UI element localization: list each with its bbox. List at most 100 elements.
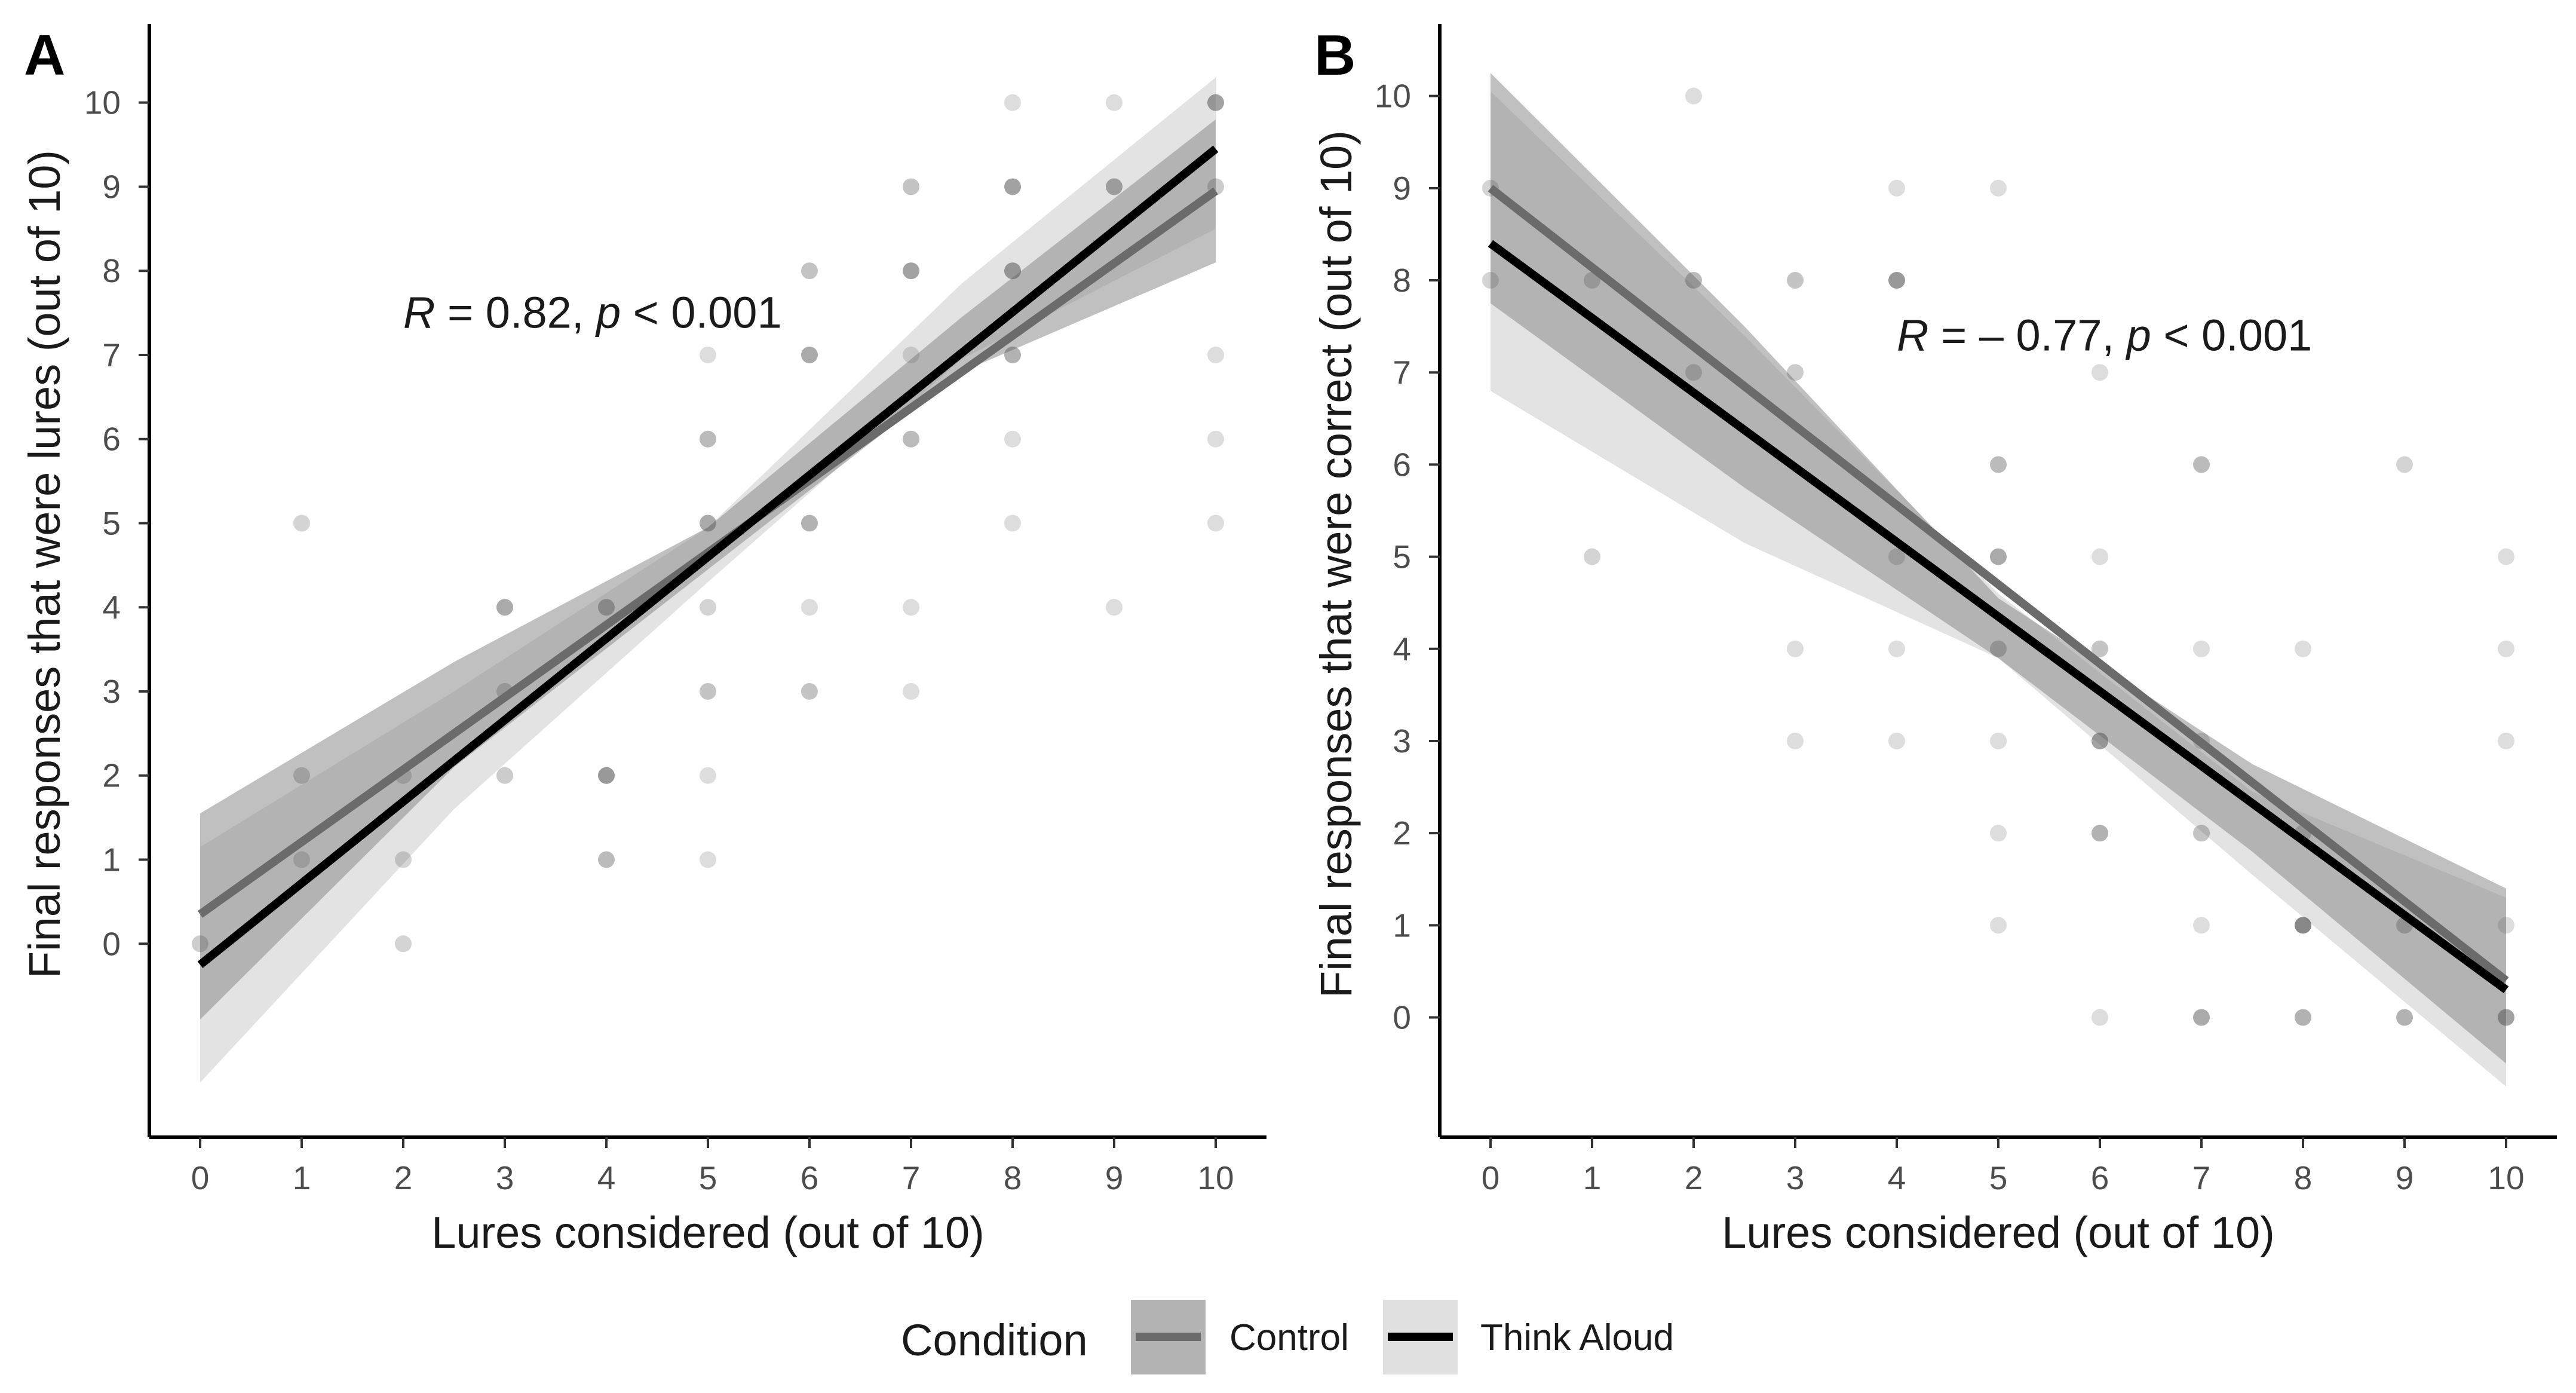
data-point	[1990, 640, 2007, 657]
annotation-p-value: < 0.001	[2151, 311, 2313, 360]
annotation-p-symbol: p	[595, 288, 621, 338]
data-point	[293, 767, 310, 784]
x-tick-label: 2	[1685, 1159, 1703, 1196]
data-point	[1004, 178, 1021, 195]
legend-label-think-aloud: Think Aloud	[1480, 1317, 1674, 1358]
data-point	[192, 935, 208, 953]
x-tick-label: 1	[1583, 1159, 1602, 1196]
y-tick-label: 1	[102, 841, 121, 878]
data-point	[2498, 917, 2514, 934]
x-tick-label: 0	[1482, 1159, 1500, 1196]
data-point	[2092, 640, 2108, 657]
data-point	[700, 515, 716, 532]
data-point	[1482, 272, 1499, 289]
ci-band-control	[200, 119, 1216, 1020]
data-point	[700, 851, 716, 868]
data-point	[598, 599, 615, 616]
data-point	[1004, 94, 1021, 111]
x-axis-title: Lures considered (out of 10)	[1722, 1208, 2275, 1257]
data-point	[903, 178, 919, 195]
data-point	[395, 851, 412, 868]
y-tick-label: 0	[102, 925, 121, 962]
data-point	[1106, 599, 1123, 616]
data-point	[903, 262, 919, 280]
y-tick-label: 3	[102, 673, 121, 710]
data-point	[801, 262, 818, 280]
data-point	[700, 430, 716, 448]
data-point	[395, 935, 412, 953]
data-point	[903, 430, 919, 448]
y-tick-label: 8	[102, 252, 121, 289]
data-point	[1685, 364, 1702, 381]
y-tick-label: 9	[102, 168, 121, 205]
x-tick-label: 3	[1786, 1159, 1805, 1196]
data-point	[496, 767, 513, 784]
data-point	[2498, 732, 2514, 749]
y-tick-label: 1	[1393, 907, 1411, 944]
legend-label-control: Control	[1229, 1317, 1349, 1358]
y-tick-label: 0	[1393, 999, 1411, 1036]
data-point	[2396, 1009, 2413, 1026]
annotation-r-value: = – 0.77,	[1928, 311, 2126, 360]
data-point	[1004, 262, 1021, 280]
data-point	[1787, 272, 1804, 289]
data-point	[1990, 732, 2007, 749]
data-point	[1888, 548, 1905, 565]
data-point	[801, 346, 818, 363]
data-point	[1106, 178, 1123, 195]
data-point	[700, 599, 716, 616]
data-point	[2396, 456, 2413, 473]
data-point	[1990, 179, 2007, 197]
annotation-p-value: < 0.001	[621, 288, 782, 338]
data-point	[2092, 732, 2108, 749]
data-point	[1207, 430, 1224, 448]
y-tick-label: 2	[1393, 815, 1411, 852]
x-tick-label: 7	[2192, 1159, 2211, 1196]
y-tick-label: 6	[1393, 446, 1411, 483]
data-point	[598, 767, 615, 784]
data-point	[1685, 87, 1702, 105]
data-point	[700, 682, 716, 700]
x-tick-label: 8	[2294, 1159, 2313, 1196]
y-tick-label: 10	[84, 84, 121, 121]
data-point	[1207, 94, 1224, 111]
annotation-p-symbol: p	[2126, 311, 2151, 360]
data-point	[1207, 346, 1224, 363]
x-tick-label: 8	[1004, 1159, 1022, 1196]
y-tick-label: 6	[102, 421, 121, 458]
data-point	[2193, 917, 2210, 934]
y-tick-label: 7	[102, 336, 121, 373]
y-tick-label: 3	[1393, 722, 1411, 760]
data-point	[1888, 272, 1905, 289]
x-tick-label: 2	[394, 1159, 413, 1196]
panel-a: 0 1 2 3 4 5 6 7 8 9 10 0 1 2 3 4 5 6 7 8 9 10 A Lures considere…	[20, 23, 1266, 1257]
x-tick-label: 5	[699, 1159, 717, 1196]
data-point	[2193, 825, 2210, 842]
x-tick-label: 6	[801, 1159, 819, 1196]
data-point	[2498, 1009, 2514, 1026]
data-point	[496, 599, 513, 616]
x-axis-title: Lures considered (out of 10)	[431, 1208, 985, 1257]
data-point	[293, 515, 310, 532]
y-axis-title: Final responses that were lures (out of …	[20, 150, 69, 978]
x-tick-label: 4	[597, 1159, 616, 1196]
data-point	[2295, 640, 2311, 657]
x-tick-label: 10	[2488, 1159, 2524, 1196]
annotation-r-symbol: R	[403, 288, 435, 338]
correlation-annotation: R = 0.82, p < 0.001	[403, 288, 782, 338]
annotation-r-symbol: R	[1897, 311, 1928, 360]
panel-letter: B	[1314, 23, 1356, 87]
annotation-r-value: = 0.82,	[435, 288, 596, 338]
panel-letter: A	[24, 23, 65, 87]
x-tick-label: 10	[1197, 1159, 1234, 1196]
regression-line-control	[1488, 185, 2509, 984]
data-point	[1584, 272, 1600, 289]
data-point	[1004, 515, 1021, 532]
data-point	[1207, 515, 1224, 532]
regression-line-think-aloud	[197, 145, 1219, 968]
data-point	[2193, 640, 2210, 657]
data-point	[1685, 272, 1702, 289]
regression-line-think-aloud	[1488, 240, 2509, 993]
data-point	[2498, 640, 2514, 657]
